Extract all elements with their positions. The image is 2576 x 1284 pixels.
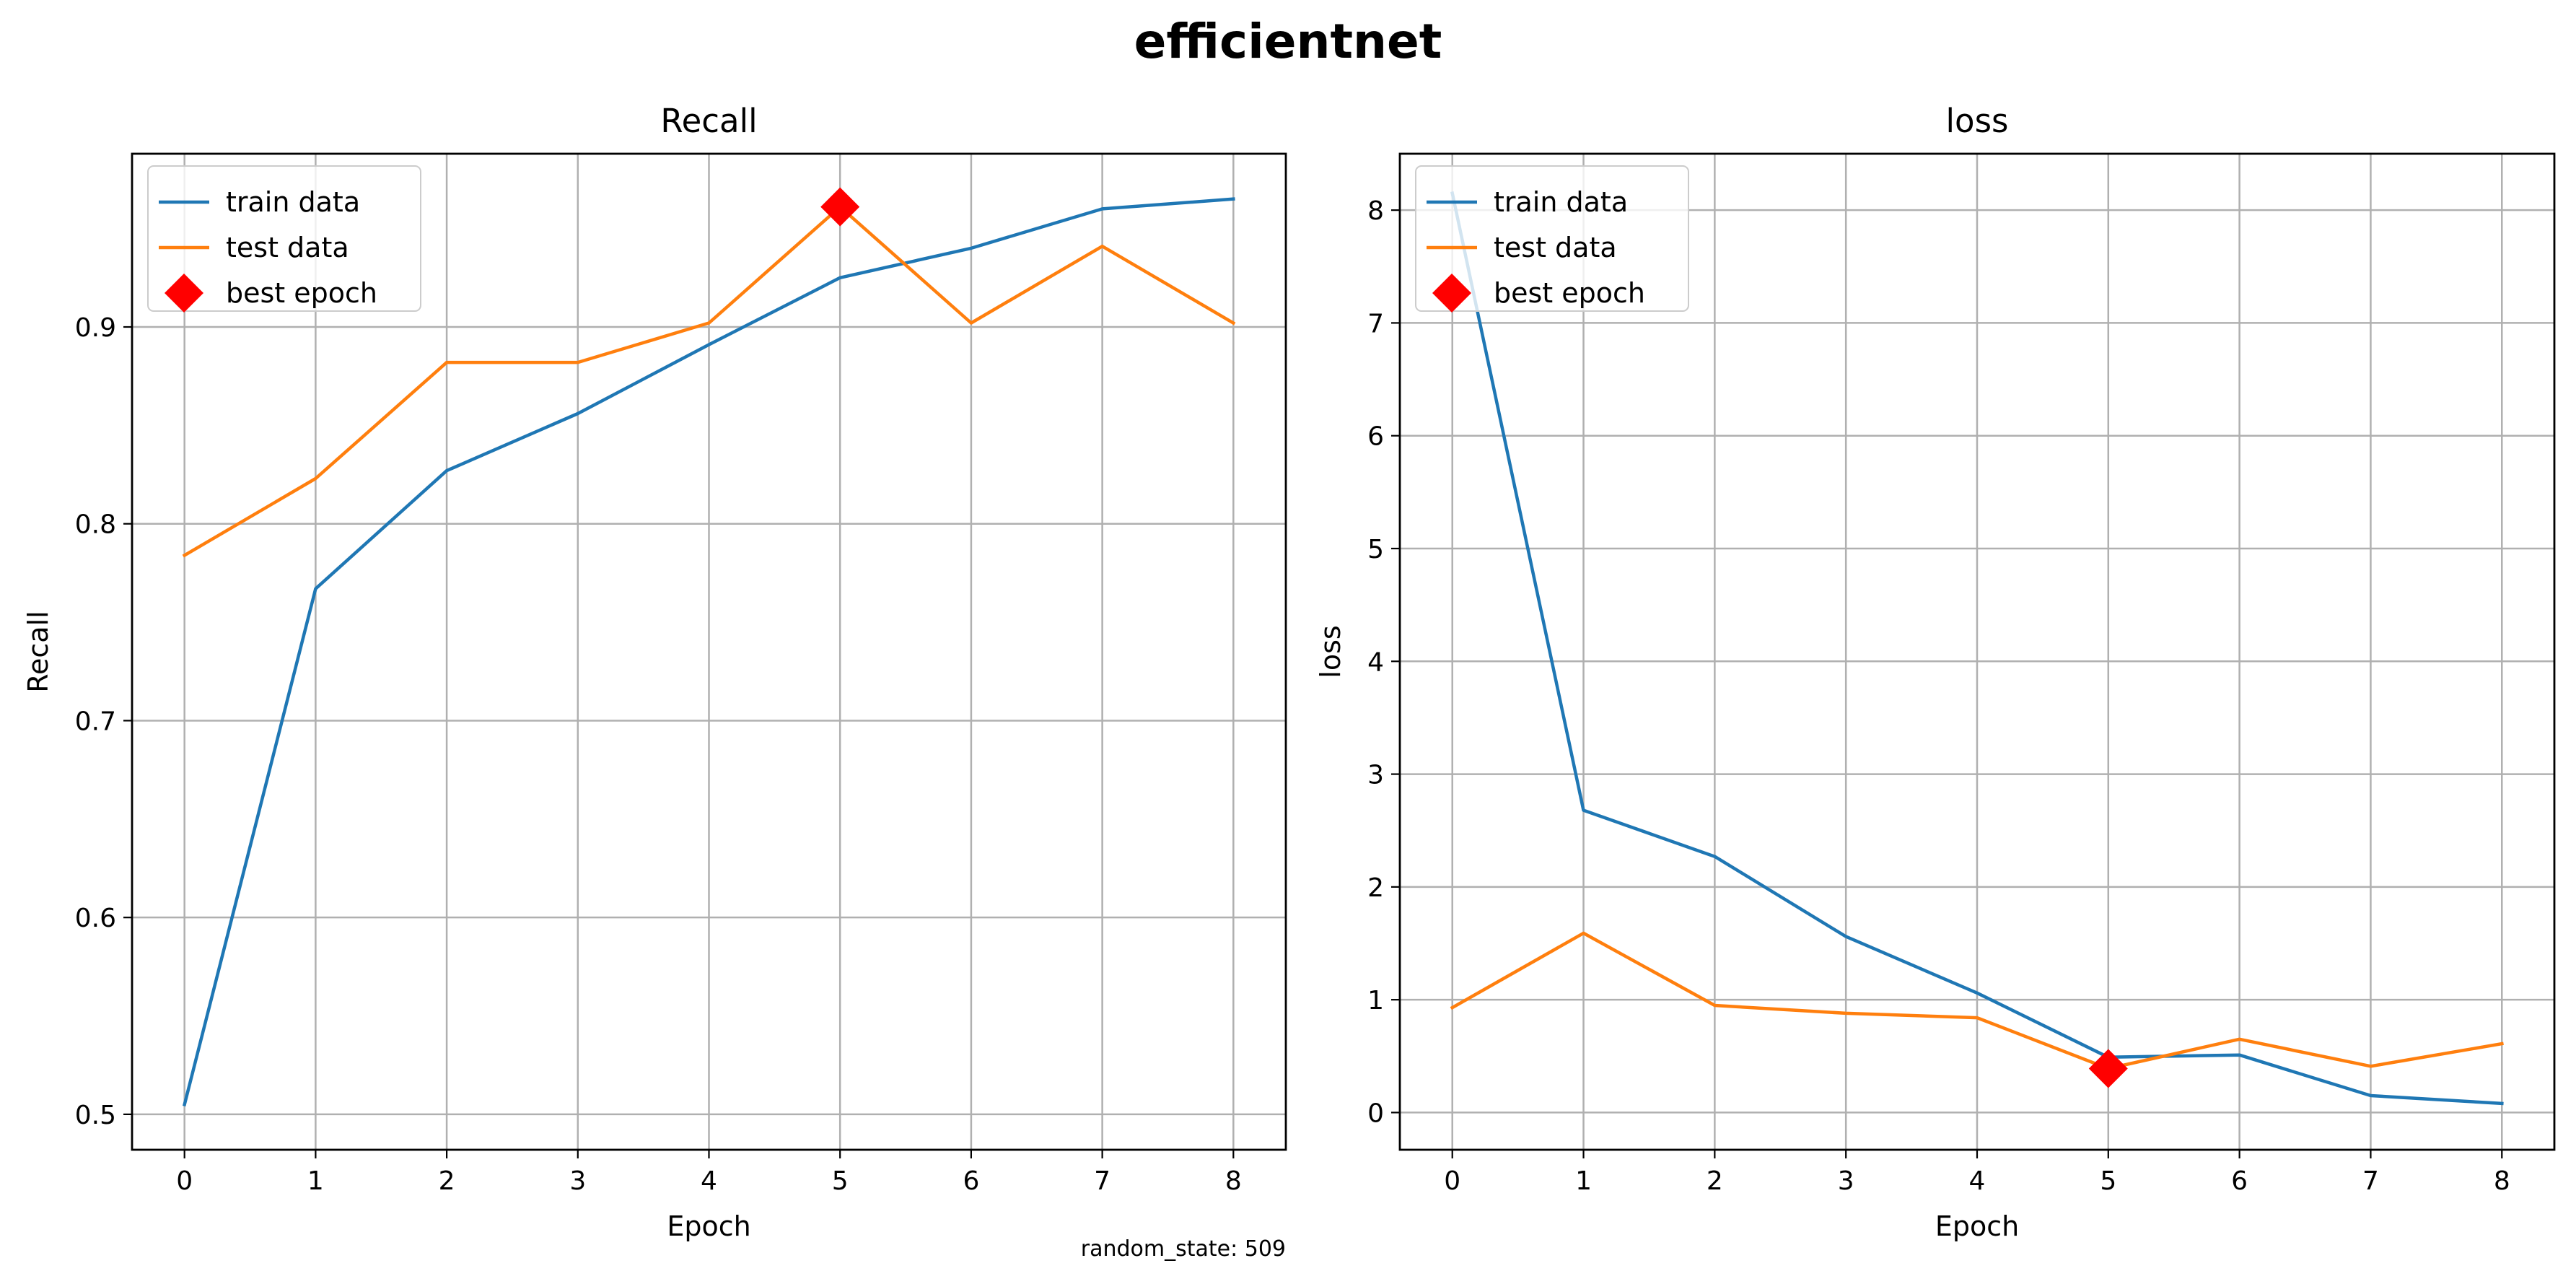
recall-legend-box [147,165,421,312]
loss-ytick-label: 1 [1367,986,1384,1016]
loss-ytick-label: 6 [1367,422,1384,452]
loss-axes-frame [1398,152,2556,1151]
recall-chart-title: Recall [660,102,757,140]
loss-chart-panel: 0 1 2 3 4 5 6 7 8 0 1 2 3 4 5 6 7 8 loss Epoch loss train dat… [1315,102,2556,1242]
loss-legend-best-epoch-swatch [1432,274,1471,313]
recall-ytick-label: 0.5 [75,1101,116,1130]
loss-xtick-label: 2 [1707,1166,1723,1196]
loss-xtick-label: 4 [1969,1166,1986,1196]
loss-chart-title: loss [1946,102,2009,140]
loss-best-epoch-marker [2088,1049,2128,1088]
recall-xtick-label: 8 [1225,1166,1242,1196]
loss-legend-test-data-label: test data [1494,232,1617,263]
recall-best-epoch-marker [820,187,860,227]
recall-y-axis-label: Recall [22,611,54,692]
recall-chart-panel: 0 1 2 3 4 5 6 7 8 0.5 0.6 0.7 0.8 0.9 Recall Epoch Recal… [22,102,1287,1242]
recall-ytick-label: 0.6 [75,904,116,933]
recall-xtick-label: 6 [963,1166,979,1196]
loss-y-axis-label: loss [1315,625,1346,678]
recall-xtick-label: 0 [176,1166,193,1196]
recall-xtick-label: 4 [701,1166,717,1196]
loss-ytick-label: 2 [1367,873,1384,903]
loss-ytick-label: 3 [1367,761,1384,790]
loss-legend-box [1415,165,1689,312]
recall-legend: train data test data best epoch [147,165,421,313]
loss-legend: train data test data best epoch [1415,165,1689,313]
loss-xtick-label: 0 [1444,1166,1460,1196]
loss-ytick-label: 0 [1367,1099,1384,1128]
recall-ytick-label: 0.8 [75,510,116,540]
recall-legend-test-data-label: test data [226,232,349,263]
loss-xtick-label: 8 [2494,1166,2510,1196]
recall-xtick-label: 1 [307,1166,324,1196]
figure-title: efficientnet [1134,14,1442,69]
recall-xtick-label: 2 [439,1166,455,1196]
loss-ytick-label: 7 [1367,309,1384,339]
recall-xtick-label: 7 [1094,1166,1110,1196]
loss-xtick-label: 1 [1575,1166,1592,1196]
loss-legend-train-data-label: train data [1494,186,1628,218]
loss-ytick-label: 8 [1367,196,1384,226]
recall-legend-train-data-label: train data [226,186,360,218]
loss-xtick-label: 3 [1838,1166,1854,1196]
loss-ytick-label: 5 [1367,535,1384,564]
recall-legend-best-epoch-swatch [165,274,203,313]
recall-axes-frame [131,152,1287,1151]
loss-test-data-line [1450,931,2504,1070]
recall-x-axis-label: Epoch [667,1210,750,1242]
loss-x-axis-label: Epoch [1935,1210,2019,1242]
loss-xtick-label: 5 [2100,1166,2116,1196]
loss-train-data-line [1450,191,2504,1106]
recall-xtick-label: 5 [832,1166,849,1196]
loss-legend-best-epoch-label: best epoch [1494,277,1645,309]
recall-ytick-label: 0.9 [75,313,116,343]
loss-ytick-label: 4 [1367,647,1384,677]
recall-train-data-line [182,197,1235,1107]
random-state-note: random_state: 509 [1081,1236,1286,1262]
recall-xtick-label: 3 [569,1166,586,1196]
recall-ytick-label: 0.7 [75,707,116,736]
recall-legend-best-epoch-label: best epoch [226,277,377,309]
loss-xtick-label: 7 [2362,1166,2379,1196]
recall-test-data-line [182,205,1236,558]
loss-xtick-label: 6 [2231,1166,2248,1196]
